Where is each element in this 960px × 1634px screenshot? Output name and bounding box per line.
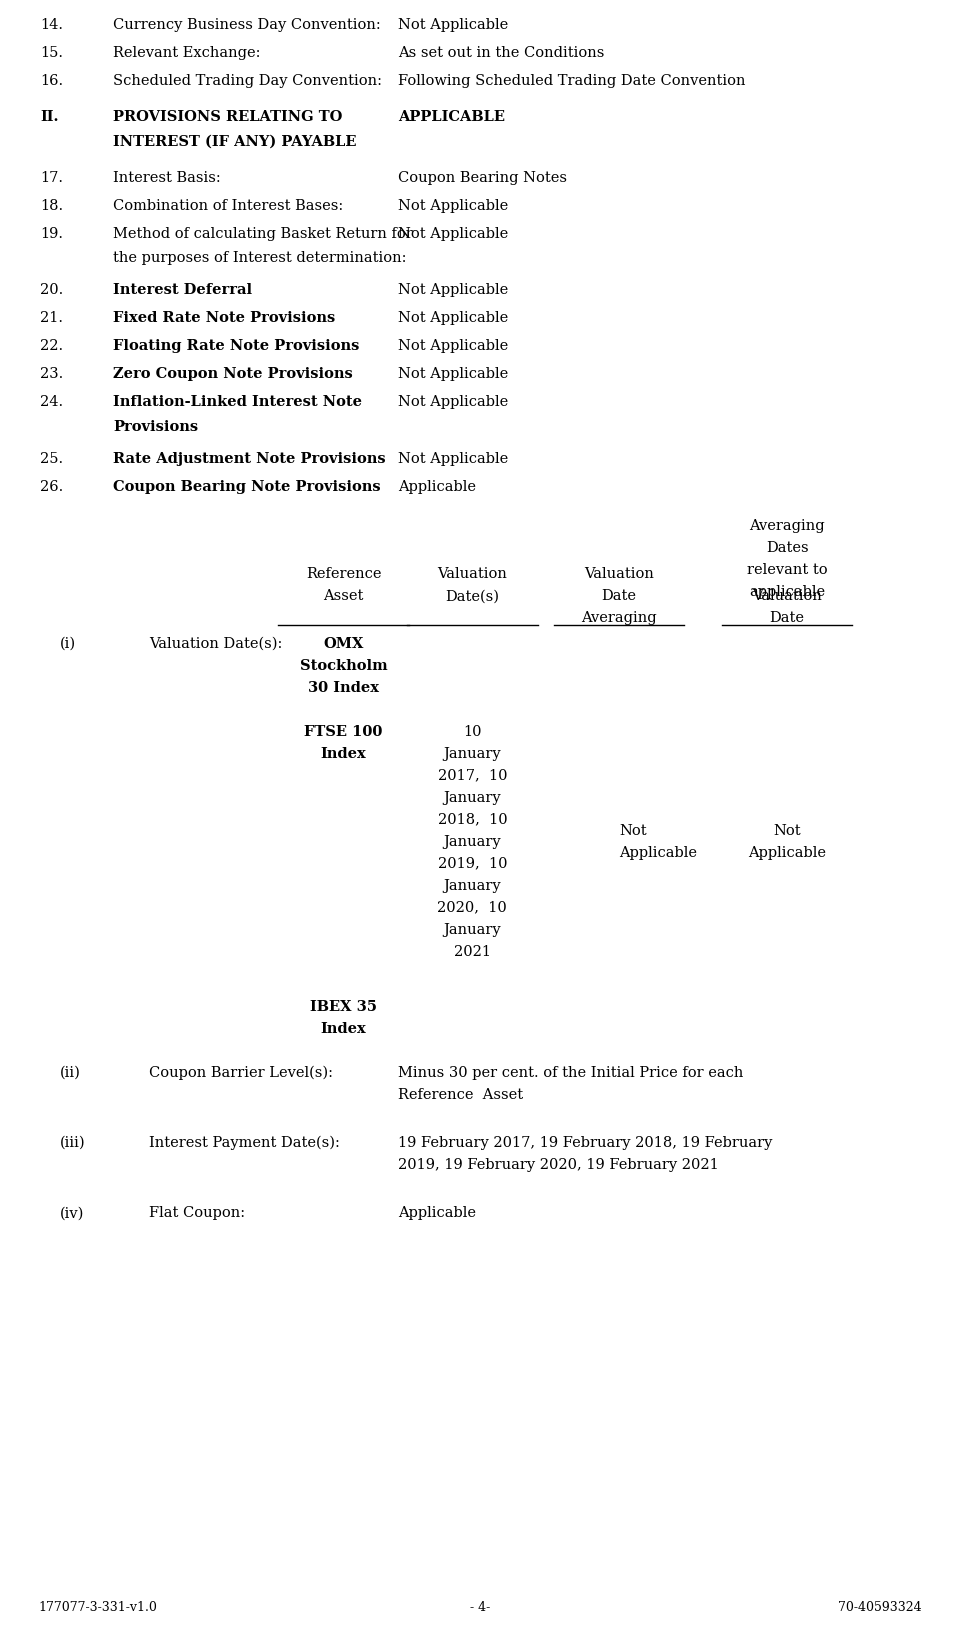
Text: II.: II.: [40, 111, 59, 124]
Text: January: January: [444, 923, 501, 936]
Text: Fixed Rate Note Provisions: Fixed Rate Note Provisions: [113, 312, 336, 325]
Text: Applicable: Applicable: [398, 1206, 476, 1221]
Text: 20.: 20.: [40, 283, 63, 297]
Text: - 4-: - 4-: [469, 1601, 491, 1614]
Text: Inflation-Linked Interest Note: Inflation-Linked Interest Note: [113, 395, 362, 410]
Text: Applicable: Applicable: [748, 846, 827, 859]
Text: Not: Not: [774, 824, 801, 838]
Text: 18.: 18.: [40, 199, 63, 212]
Text: Not Applicable: Not Applicable: [398, 283, 509, 297]
Text: Coupon Barrier Level(s):: Coupon Barrier Level(s):: [149, 1065, 333, 1080]
Text: 2019, 19 February 2020, 19 February 2021: 2019, 19 February 2020, 19 February 2021: [398, 1159, 719, 1172]
Text: Scheduled Trading Day Convention:: Scheduled Trading Day Convention:: [113, 74, 382, 88]
Text: Asset: Asset: [324, 590, 364, 603]
Text: 2020,  10: 2020, 10: [438, 900, 507, 915]
Text: Following Scheduled Trading Date Convention: Following Scheduled Trading Date Convent…: [398, 74, 746, 88]
Text: Combination of Interest Bases:: Combination of Interest Bases:: [113, 199, 344, 212]
Text: Not Applicable: Not Applicable: [398, 340, 509, 353]
Text: 19.: 19.: [40, 227, 63, 240]
Text: Valuation: Valuation: [585, 567, 654, 582]
Text: 30 Index: 30 Index: [308, 681, 379, 694]
Text: 2017,  10: 2017, 10: [438, 768, 507, 783]
Text: Not Applicable: Not Applicable: [398, 451, 509, 466]
Text: Index: Index: [321, 747, 367, 760]
Text: 14.: 14.: [40, 18, 63, 33]
Text: Interest Basis:: Interest Basis:: [113, 172, 221, 185]
Text: Dates: Dates: [766, 541, 808, 556]
Text: Averaging: Averaging: [750, 520, 825, 533]
Text: Not Applicable: Not Applicable: [398, 18, 509, 33]
Text: 16.: 16.: [40, 74, 63, 88]
Text: Not Applicable: Not Applicable: [398, 312, 509, 325]
Text: Reference: Reference: [306, 567, 381, 582]
Text: PROVISIONS RELATING TO: PROVISIONS RELATING TO: [113, 111, 343, 124]
Text: Currency Business Day Convention:: Currency Business Day Convention:: [113, 18, 381, 33]
Text: 25.: 25.: [40, 451, 63, 466]
Text: January: January: [444, 879, 501, 892]
Text: Not Applicable: Not Applicable: [398, 368, 509, 381]
Text: January: January: [444, 791, 501, 804]
Text: 19 February 2017, 19 February 2018, 19 February: 19 February 2017, 19 February 2018, 19 F…: [398, 1136, 773, 1150]
Text: IBEX 35: IBEX 35: [310, 1000, 377, 1013]
Text: OMX: OMX: [324, 637, 364, 650]
Text: relevant to: relevant to: [747, 564, 828, 577]
Text: Coupon Bearing Notes: Coupon Bearing Notes: [398, 172, 567, 185]
Text: Method of calculating Basket Return for: Method of calculating Basket Return for: [113, 227, 413, 240]
Text: APPLICABLE: APPLICABLE: [398, 111, 505, 124]
Text: (iii): (iii): [60, 1136, 85, 1150]
Text: Applicable: Applicable: [398, 480, 476, 493]
Text: 15.: 15.: [40, 46, 63, 60]
Text: the purposes of Interest determination:: the purposes of Interest determination:: [113, 252, 407, 265]
Text: Date(s): Date(s): [445, 590, 499, 603]
Text: (i): (i): [60, 637, 76, 650]
Text: 26.: 26.: [40, 480, 63, 493]
Text: Minus 30 per cent. of the Initial Price for each: Minus 30 per cent. of the Initial Price …: [398, 1065, 744, 1080]
Text: 24.: 24.: [40, 395, 63, 410]
Text: 70-40593324: 70-40593324: [838, 1601, 922, 1614]
Text: Rate Adjustment Note Provisions: Rate Adjustment Note Provisions: [113, 451, 386, 466]
Text: Valuation: Valuation: [438, 567, 507, 582]
Text: Date: Date: [770, 611, 804, 626]
Text: Provisions: Provisions: [113, 420, 199, 433]
Text: 10: 10: [463, 724, 482, 739]
Text: 23.: 23.: [40, 368, 63, 381]
Text: January: January: [444, 835, 501, 848]
Text: 2019,  10: 2019, 10: [438, 856, 507, 871]
Text: Interest Payment Date(s):: Interest Payment Date(s):: [149, 1136, 340, 1150]
Text: Flat Coupon:: Flat Coupon:: [149, 1206, 245, 1221]
Text: INTEREST (IF ANY) PAYABLE: INTEREST (IF ANY) PAYABLE: [113, 134, 357, 149]
Text: Not Applicable: Not Applicable: [398, 227, 509, 240]
Text: Floating Rate Note Provisions: Floating Rate Note Provisions: [113, 340, 360, 353]
Text: Interest Deferral: Interest Deferral: [113, 283, 252, 297]
Text: Valuation: Valuation: [753, 590, 822, 603]
Text: (ii): (ii): [60, 1065, 81, 1080]
Text: As set out in the Conditions: As set out in the Conditions: [398, 46, 605, 60]
Text: 177077-3-331-v1.0: 177077-3-331-v1.0: [38, 1601, 157, 1614]
Text: 17.: 17.: [40, 172, 63, 185]
Text: Applicable: Applicable: [619, 846, 697, 859]
Text: Not Applicable: Not Applicable: [398, 395, 509, 410]
Text: FTSE 100: FTSE 100: [304, 724, 383, 739]
Text: 22.: 22.: [40, 340, 63, 353]
Text: Stockholm: Stockholm: [300, 659, 388, 673]
Text: Not: Not: [619, 824, 647, 838]
Text: applicable: applicable: [749, 585, 826, 600]
Text: Index: Index: [321, 1021, 367, 1036]
Text: (iv): (iv): [60, 1206, 84, 1221]
Text: Zero Coupon Note Provisions: Zero Coupon Note Provisions: [113, 368, 353, 381]
Text: 21.: 21.: [40, 312, 63, 325]
Text: 2018,  10: 2018, 10: [438, 812, 507, 827]
Text: Coupon Bearing Note Provisions: Coupon Bearing Note Provisions: [113, 480, 381, 493]
Text: Valuation Date(s):: Valuation Date(s):: [149, 637, 282, 650]
Text: Not Applicable: Not Applicable: [398, 199, 509, 212]
Text: Averaging: Averaging: [582, 611, 657, 626]
Text: Relevant Exchange:: Relevant Exchange:: [113, 46, 261, 60]
Text: Date: Date: [602, 590, 636, 603]
Text: 2021: 2021: [454, 944, 491, 959]
Text: Reference  Asset: Reference Asset: [398, 1088, 523, 1101]
Text: January: January: [444, 747, 501, 760]
